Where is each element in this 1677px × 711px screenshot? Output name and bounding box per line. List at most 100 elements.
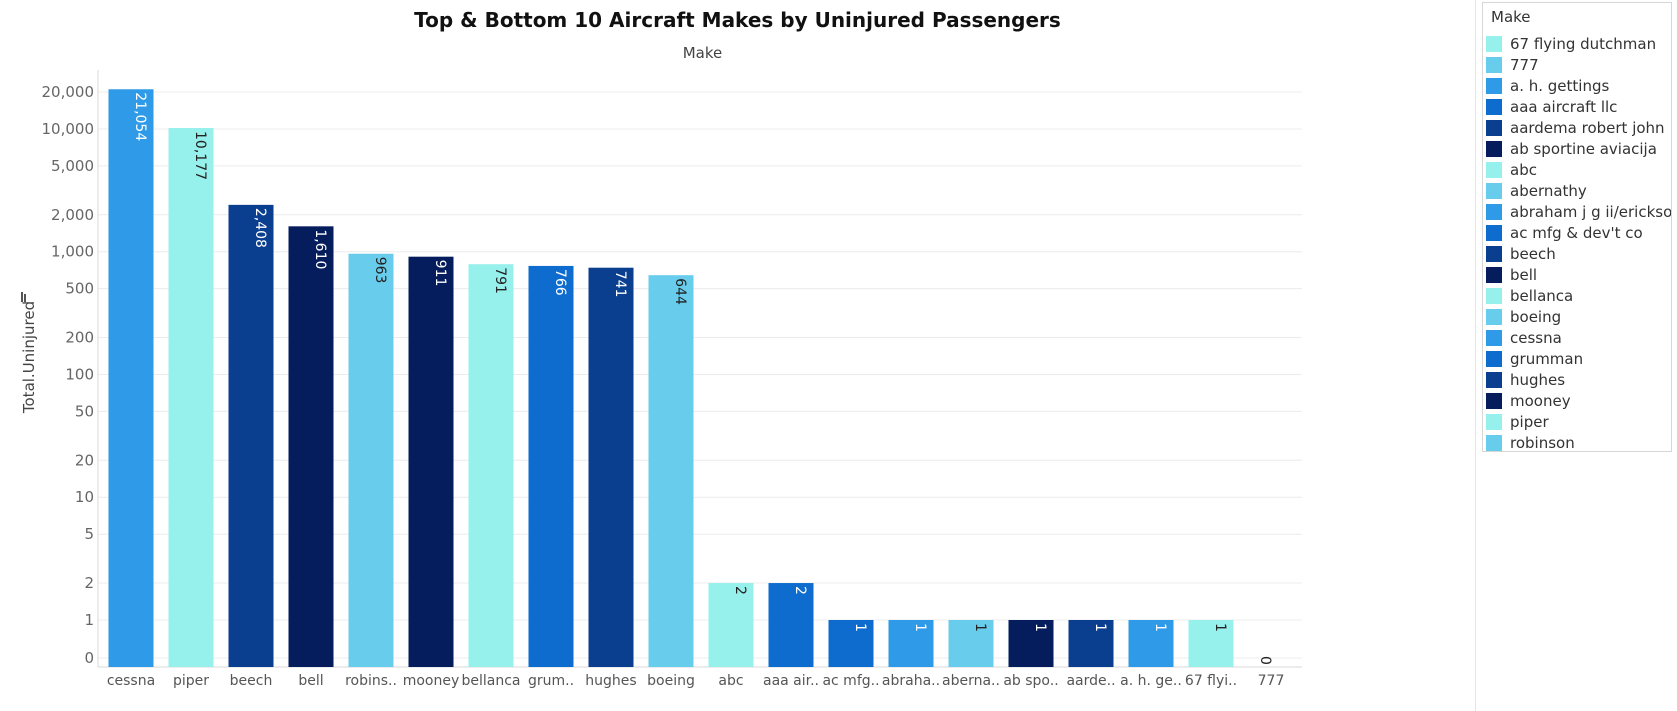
legend-swatch xyxy=(1486,77,1502,94)
y-tick-label: 20,000 xyxy=(42,83,95,101)
legend-swatch xyxy=(1486,287,1502,304)
x-tick-label: boeing xyxy=(647,673,695,689)
data-label: 0 xyxy=(1257,656,1273,665)
panel-separator xyxy=(1475,0,1476,711)
legend-item-label: 67 flying dutchman xyxy=(1510,34,1657,53)
legend-item[interactable]: piper xyxy=(1486,411,1671,432)
bar xyxy=(348,253,394,667)
legend-item-label: ac mfg & dev't co xyxy=(1510,223,1643,242)
legend-item-label: abc xyxy=(1510,160,1537,179)
legend-item-label: piper xyxy=(1510,412,1549,431)
sort-icon xyxy=(24,294,26,302)
legend-swatch xyxy=(1486,161,1502,178)
legend-swatch xyxy=(1486,413,1502,430)
legend-item-label: bellanca xyxy=(1510,286,1574,305)
legend-swatch xyxy=(1486,371,1502,388)
bar xyxy=(408,256,454,667)
legend-item[interactable]: a. h. gettings xyxy=(1486,75,1671,96)
legend-item-label: mooney xyxy=(1510,391,1571,410)
legend-item-label: robinson xyxy=(1510,433,1575,452)
legend-item[interactable]: cessna xyxy=(1486,327,1671,348)
x-tick-label: robins.. xyxy=(345,673,397,689)
legend-item[interactable]: bell xyxy=(1486,264,1671,285)
legend-item[interactable]: bellanca xyxy=(1486,285,1671,306)
data-label: 766 xyxy=(552,269,568,296)
x-tick-label: abc xyxy=(718,673,743,689)
y-tick-label: 20 xyxy=(75,451,94,469)
legend-item[interactable]: abraham j g ii/erickso.. xyxy=(1486,201,1671,222)
x-tick-label: 67 flyi.. xyxy=(1185,673,1237,689)
legend-item[interactable]: aardema robert john xyxy=(1486,117,1671,138)
y-tick-label: 1,000 xyxy=(51,243,94,261)
data-label: 2,408 xyxy=(252,208,268,248)
x-tick-label: beech xyxy=(230,673,273,689)
legend-item[interactable]: beech xyxy=(1486,243,1671,264)
legend-item-label: abraham j g ii/erickso.. xyxy=(1510,202,1671,221)
legend-swatch xyxy=(1486,98,1502,115)
data-label: 1,610 xyxy=(312,229,328,269)
x-tick-label: bell xyxy=(298,673,323,689)
legend-item-label: bell xyxy=(1510,265,1538,284)
legend-item-label: grumman xyxy=(1510,349,1584,368)
legend-swatch xyxy=(1486,308,1502,325)
x-axis-header: Make xyxy=(682,44,723,62)
legend-item[interactable]: abc xyxy=(1486,159,1671,180)
data-label: 911 xyxy=(432,260,448,287)
data-label: 791 xyxy=(492,267,508,294)
legend-item-label: ab sportine aviacija xyxy=(1510,139,1657,158)
data-label: 963 xyxy=(372,257,388,284)
x-tick-label: piper xyxy=(173,673,209,689)
data-label: 1 xyxy=(1152,623,1168,632)
bar xyxy=(888,620,934,667)
legend[interactable]: Make 67 flying dutchman 777 a. h. gettings… xyxy=(1482,2,1672,452)
bar-chart-plot: 01251020501002005001,0002,0005,00010,000… xyxy=(20,70,1302,689)
y-tick-label: 10 xyxy=(75,488,94,506)
data-label: 21,054 xyxy=(132,92,148,141)
bar xyxy=(708,583,754,667)
y-tick-label: 2,000 xyxy=(51,206,94,224)
data-label: 644 xyxy=(672,278,688,305)
legend-item[interactable]: hughes xyxy=(1486,369,1671,390)
legend-item-label: hughes xyxy=(1510,370,1566,389)
legend-item-label: a. h. gettings xyxy=(1510,76,1610,95)
x-tick-label: cessna xyxy=(107,673,155,689)
legend-item[interactable]: 67 flying dutchman xyxy=(1486,33,1671,54)
y-tick-label: 5,000 xyxy=(51,157,94,175)
legend-item-label: 777 xyxy=(1510,55,1539,74)
bar xyxy=(468,264,514,667)
x-tick-label: a. h. ge.. xyxy=(1120,673,1182,689)
bar xyxy=(648,275,694,667)
x-tick-label: bellanca xyxy=(461,673,520,689)
bar xyxy=(528,265,574,667)
sort-icon xyxy=(21,292,23,302)
data-label: 2 xyxy=(732,586,748,595)
legend-item[interactable]: ab sportine aviacija xyxy=(1486,138,1671,159)
y-tick-label: 200 xyxy=(65,329,94,347)
legend-item-label: beech xyxy=(1510,244,1556,263)
bar xyxy=(288,226,334,667)
legend-swatch xyxy=(1486,203,1502,220)
bar xyxy=(228,204,274,668)
bar xyxy=(948,620,994,667)
legend-item[interactable]: ac mfg & dev't co xyxy=(1486,222,1671,243)
legend-item[interactable]: abernathy xyxy=(1486,180,1671,201)
legend-swatch xyxy=(1486,245,1502,262)
x-tick-label: aaa air.. xyxy=(763,673,819,689)
data-label: 10,177 xyxy=(192,131,208,180)
legend-swatch xyxy=(1486,224,1502,241)
legend-item[interactable]: aaa aircraft llc xyxy=(1486,96,1671,117)
legend-title: Make xyxy=(1491,8,1531,26)
x-tick-label: grum.. xyxy=(528,673,574,689)
legend-swatch xyxy=(1486,140,1502,157)
legend-items: 67 flying dutchman 777 a. h. gettings aaa a… xyxy=(1483,33,1671,453)
legend-item[interactable]: 777 xyxy=(1486,54,1671,75)
legend-item[interactable]: mooney xyxy=(1486,390,1671,411)
bar xyxy=(828,620,874,667)
legend-item[interactable]: robinson xyxy=(1486,432,1671,453)
legend-item-label: aaa aircraft llc xyxy=(1510,97,1618,116)
y-tick-label: 2 xyxy=(84,574,94,592)
legend-item[interactable]: boeing xyxy=(1486,306,1671,327)
y-tick-label: 5 xyxy=(84,525,94,543)
y-tick-label: 1 xyxy=(84,611,94,629)
legend-item[interactable]: grumman xyxy=(1486,348,1671,369)
